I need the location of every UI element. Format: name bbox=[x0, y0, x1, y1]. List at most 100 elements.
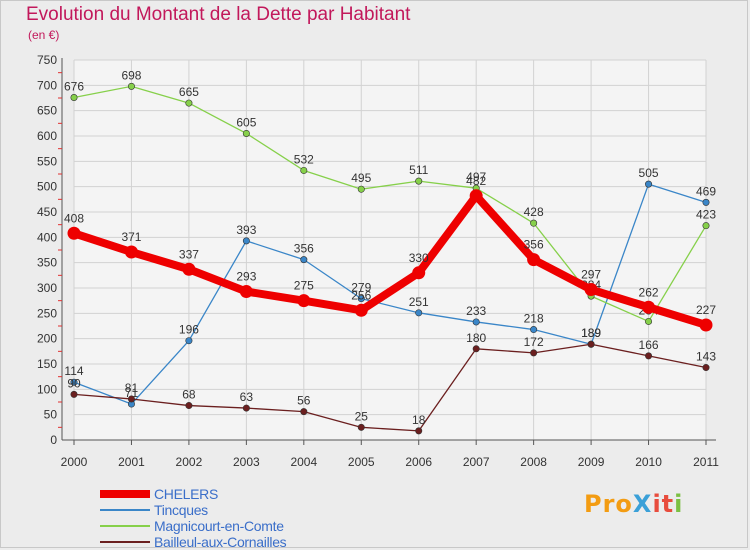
y-tick-label: 550 bbox=[37, 154, 57, 168]
data-point bbox=[584, 283, 598, 297]
data-label: 189 bbox=[581, 326, 601, 340]
data-point bbox=[300, 408, 308, 416]
logo-part-3: it bbox=[652, 490, 675, 518]
x-tick-label: 2001 bbox=[118, 455, 145, 469]
data-label: 371 bbox=[121, 230, 141, 244]
series-line bbox=[73, 85, 707, 323]
data-label: 81 bbox=[125, 381, 139, 395]
data-point bbox=[185, 337, 193, 345]
legend-label: Magnicourt-en-Comte bbox=[154, 518, 284, 534]
data-label: 114 bbox=[64, 364, 83, 378]
y-tick-label: 650 bbox=[37, 104, 57, 118]
logo-part-4: i bbox=[674, 490, 684, 518]
data-point bbox=[472, 318, 480, 326]
logo-part-1: Pro bbox=[584, 490, 633, 518]
legend-swatch bbox=[100, 525, 150, 527]
y-tick-label: 250 bbox=[37, 306, 57, 320]
data-point bbox=[587, 340, 595, 348]
chart-title: Evolution du Montant de la Dette par Hab… bbox=[26, 4, 411, 25]
data-point bbox=[702, 222, 710, 230]
legend-swatch bbox=[100, 509, 150, 511]
series-line bbox=[73, 343, 707, 432]
data-label: 532 bbox=[294, 152, 314, 166]
data-point bbox=[699, 318, 713, 332]
data-label: 251 bbox=[409, 295, 429, 309]
x-tick-label: 2005 bbox=[348, 455, 375, 469]
data-point bbox=[530, 349, 538, 357]
data-label: 218 bbox=[524, 312, 544, 326]
data-label: 166 bbox=[639, 338, 659, 352]
data-point bbox=[242, 237, 250, 245]
data-label: 337 bbox=[179, 247, 199, 261]
data-label: 143 bbox=[696, 350, 716, 364]
data-point bbox=[645, 352, 653, 360]
data-label: 56 bbox=[297, 394, 311, 408]
data-label: 196 bbox=[179, 323, 199, 337]
data-label: 698 bbox=[121, 68, 141, 82]
data-label: 428 bbox=[524, 205, 544, 219]
data-point bbox=[469, 189, 483, 203]
y-tick-label: 600 bbox=[37, 129, 57, 143]
y-tick-label: 500 bbox=[37, 180, 57, 194]
legend-label: Bailleul-aux-Cornailles bbox=[154, 534, 287, 550]
y-tick-label: 50 bbox=[44, 408, 58, 422]
data-point bbox=[297, 294, 311, 308]
data-label: 676 bbox=[64, 79, 84, 93]
data-label: 469 bbox=[696, 184, 716, 198]
data-point bbox=[239, 285, 253, 299]
x-tick-label: 2000 bbox=[61, 455, 88, 469]
legend-label: Tincques bbox=[154, 502, 208, 518]
data-point bbox=[357, 295, 365, 303]
data-label: 511 bbox=[409, 163, 428, 177]
data-point bbox=[527, 253, 541, 267]
data-point bbox=[415, 309, 423, 317]
proxiti-logo: ProXiti bbox=[584, 490, 683, 518]
data-point bbox=[357, 423, 365, 431]
data-label: 233 bbox=[466, 304, 486, 318]
data-label: 356 bbox=[294, 242, 314, 256]
data-point bbox=[182, 262, 196, 276]
data-point bbox=[415, 427, 423, 435]
y-tick-label: 200 bbox=[37, 332, 57, 346]
legend-swatch bbox=[100, 490, 150, 498]
data-point bbox=[70, 390, 78, 398]
data-label: 180 bbox=[466, 331, 486, 345]
y-tick-label: 300 bbox=[37, 281, 57, 295]
data-point bbox=[242, 129, 250, 137]
plot-area bbox=[74, 60, 706, 440]
data-point bbox=[300, 256, 308, 264]
data-label: 68 bbox=[182, 388, 196, 402]
data-label: 505 bbox=[639, 166, 659, 180]
x-tick-label: 2008 bbox=[520, 455, 547, 469]
x-tick-label: 2006 bbox=[405, 455, 432, 469]
data-point bbox=[127, 395, 135, 403]
y-tick-label: 350 bbox=[37, 256, 57, 270]
y-tick-label: 150 bbox=[37, 357, 57, 371]
x-tick-label: 2007 bbox=[463, 455, 490, 469]
data-point bbox=[70, 378, 78, 386]
data-label: 262 bbox=[639, 285, 659, 299]
y-tick-label: 750 bbox=[37, 53, 57, 67]
data-label: 189 bbox=[581, 326, 601, 340]
data-point bbox=[530, 326, 538, 334]
data-point bbox=[357, 185, 365, 193]
data-point bbox=[300, 166, 308, 174]
data-label: 90 bbox=[67, 376, 81, 390]
data-label: 330 bbox=[409, 251, 429, 265]
data-label: 356 bbox=[524, 238, 544, 252]
data-label: 482 bbox=[466, 174, 486, 188]
legend-label: CHELERS bbox=[154, 486, 219, 502]
data-point bbox=[185, 99, 193, 107]
series-line bbox=[70, 191, 710, 329]
data-point bbox=[354, 303, 368, 317]
data-point bbox=[645, 317, 653, 325]
data-label: 172 bbox=[524, 335, 544, 349]
data-label: 495 bbox=[351, 171, 371, 185]
data-point bbox=[67, 226, 81, 240]
data-point bbox=[415, 177, 423, 185]
data-label: 408 bbox=[64, 211, 84, 225]
data-point bbox=[642, 300, 656, 314]
legend-swatch bbox=[100, 541, 150, 543]
